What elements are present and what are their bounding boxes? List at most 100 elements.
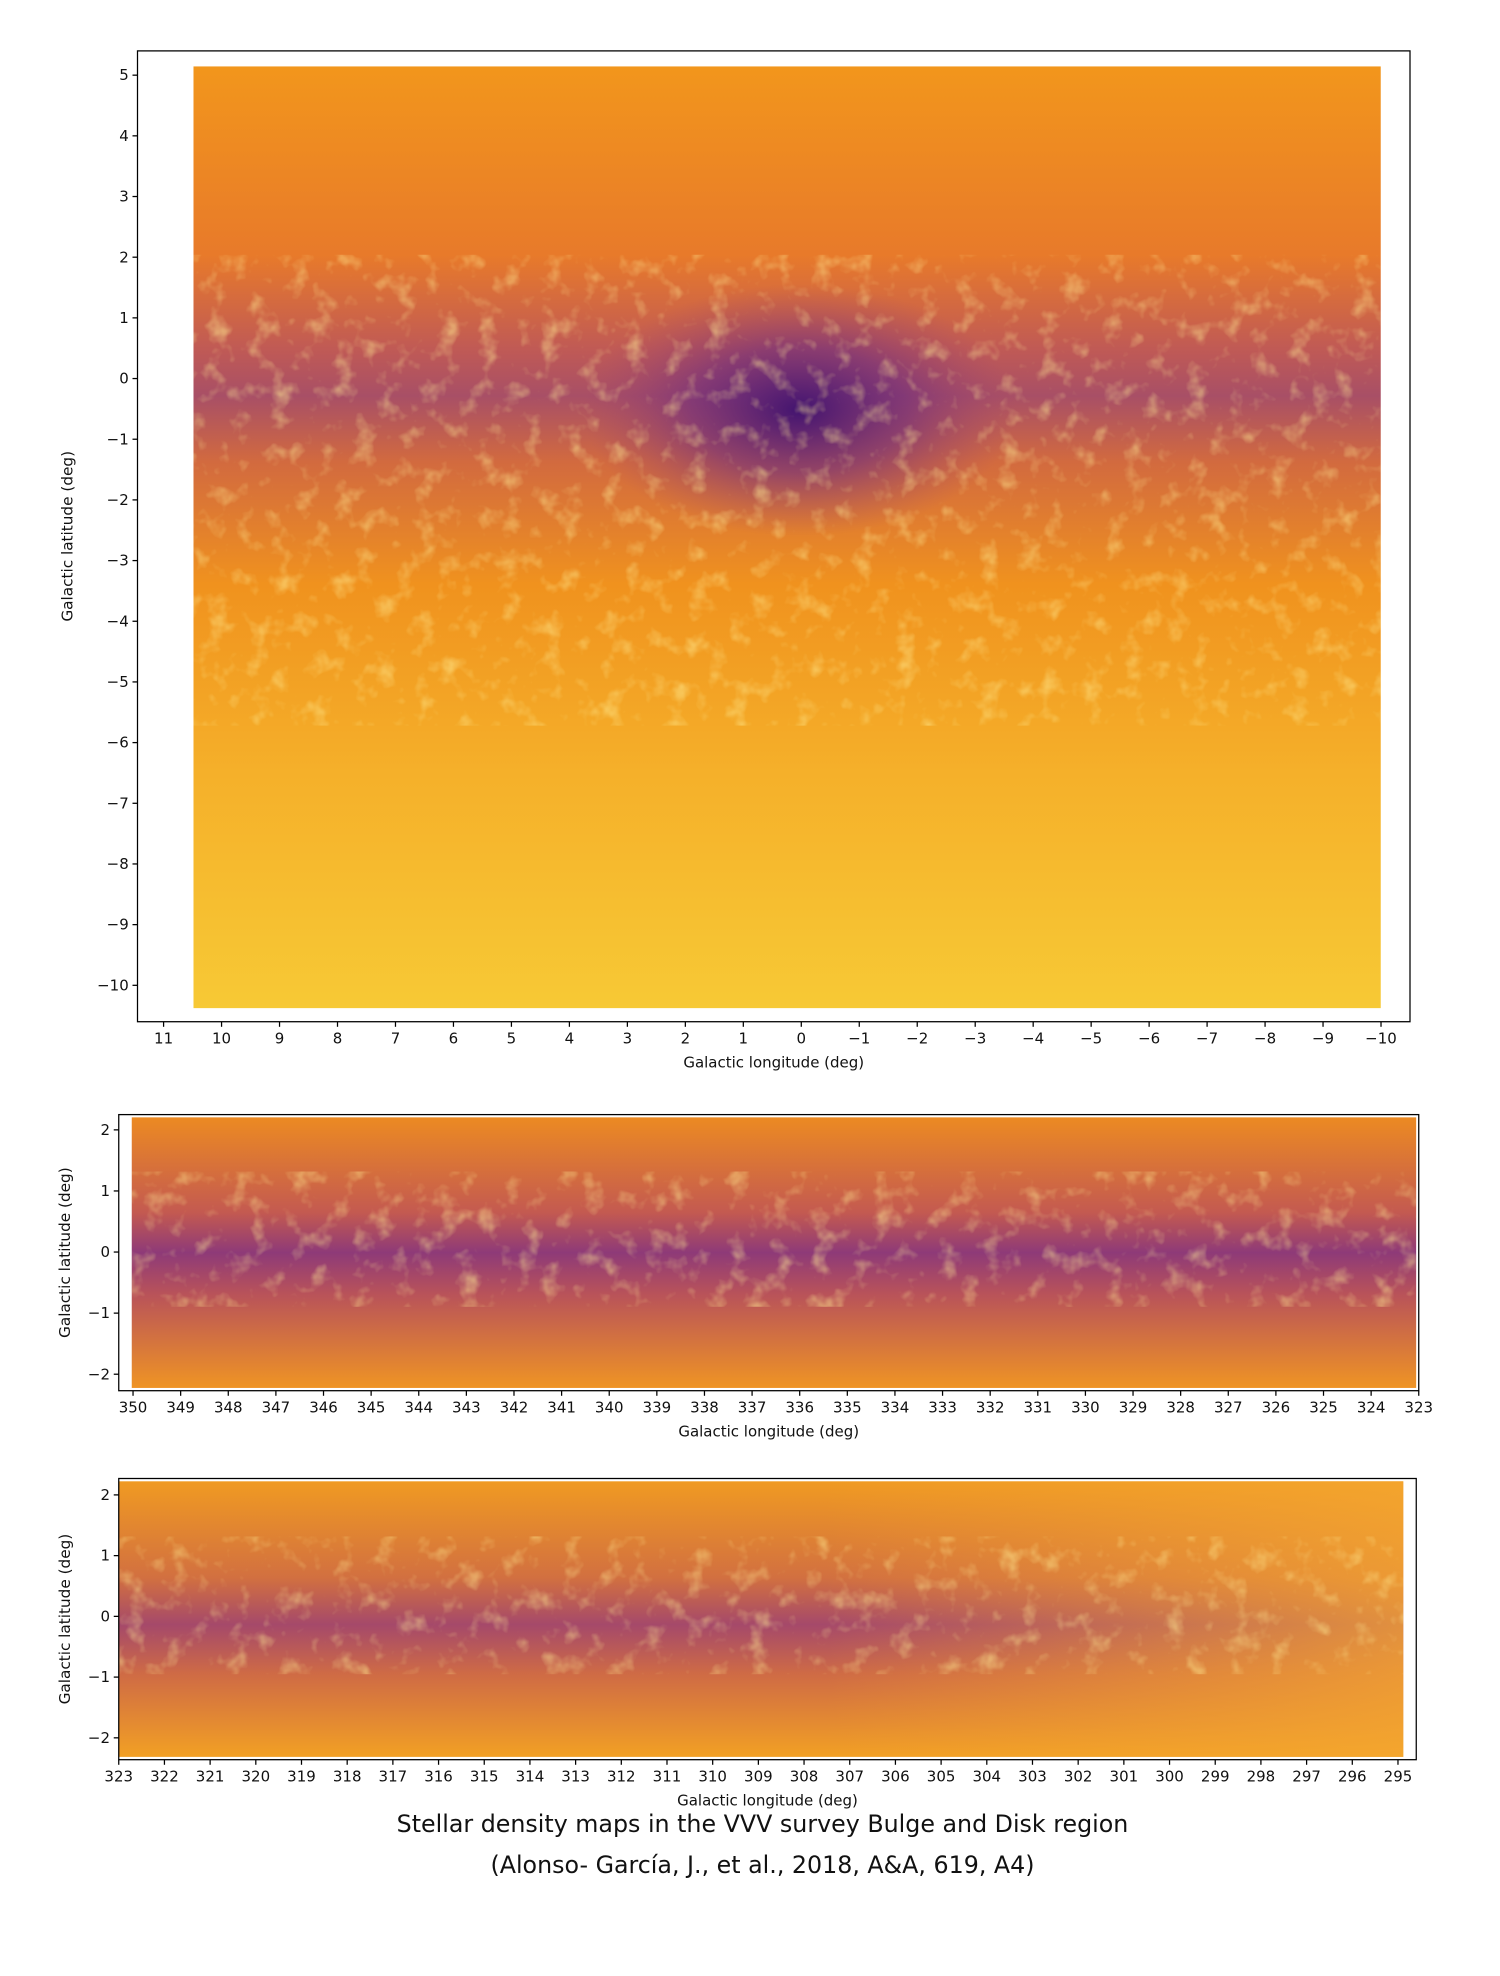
x-axis-label: Galactic longitude (deg)	[678, 1422, 859, 1440]
y-axis-label: Galactic latitude (deg)	[56, 1167, 74, 1338]
y-tick-label: −1	[88, 1668, 110, 1686]
x-tick-label: 1	[739, 1029, 749, 1047]
y-tick-label: 1	[119, 309, 129, 327]
x-tick-label: 335	[833, 1398, 862, 1416]
x-tick-label: 316	[424, 1767, 453, 1785]
y-tick-label: 4	[119, 127, 129, 145]
x-tick-label: 347	[262, 1398, 291, 1416]
y-tick-label: 2	[100, 1121, 110, 1139]
y-tick-label: 1	[100, 1182, 110, 1200]
x-tick-label: 323	[1404, 1398, 1433, 1416]
x-tick-label: 2	[681, 1029, 691, 1047]
x-tick-label: 322	[150, 1767, 179, 1785]
y-tick-label: −1	[107, 430, 129, 448]
x-tick-label: 333	[928, 1398, 957, 1416]
x-tick-label: 313	[561, 1767, 590, 1785]
x-tick-label: 319	[287, 1767, 316, 1785]
y-tick-label: 5	[119, 66, 129, 84]
x-tick-label: 328	[1166, 1398, 1195, 1416]
caption-line: (Alonso- García, J., et al., 2018, A&A, …	[490, 1851, 1034, 1879]
x-axis-label: Galactic longitude (deg)	[677, 1791, 858, 1809]
y-tick-label: −9	[107, 916, 129, 934]
x-tick-label: 8	[333, 1029, 343, 1047]
x-tick-label: 330	[1071, 1398, 1100, 1416]
x-tick-label: −4	[1022, 1029, 1044, 1047]
x-tick-label: −5	[1080, 1029, 1102, 1047]
density-texture	[193, 254, 1381, 726]
x-tick-label: 302	[1064, 1767, 1093, 1785]
x-tick-label: 6	[449, 1029, 459, 1047]
x-tick-label: 3	[623, 1029, 633, 1047]
x-tick-label: 324	[1357, 1398, 1386, 1416]
x-tick-label: 327	[1214, 1398, 1243, 1416]
y-tick-label: −10	[97, 976, 129, 994]
x-tick-label: 312	[607, 1767, 636, 1785]
y-tick-label: −1	[88, 1304, 110, 1322]
x-tick-label: 338	[690, 1398, 719, 1416]
x-tick-label: 10	[212, 1029, 231, 1047]
x-tick-label: 326	[1262, 1398, 1291, 1416]
x-tick-label: 349	[166, 1398, 195, 1416]
x-tick-label: 343	[452, 1398, 481, 1416]
x-tick-label: 320	[242, 1767, 271, 1785]
x-tick-label: 4	[565, 1029, 575, 1047]
y-tick-label: −5	[107, 673, 129, 691]
x-tick-label: 9	[275, 1029, 285, 1047]
x-tick-label: 295	[1384, 1767, 1413, 1785]
x-tick-label: 344	[404, 1398, 433, 1416]
y-tick-label: −3	[107, 552, 129, 570]
x-tick-label: −2	[906, 1029, 928, 1047]
y-tick-label: −2	[88, 1729, 110, 1747]
x-tick-label: 297	[1292, 1767, 1321, 1785]
x-tick-label: 5	[507, 1029, 517, 1047]
x-tick-label: 7	[391, 1029, 401, 1047]
x-tick-label: −8	[1254, 1029, 1276, 1047]
x-tick-label: 311	[653, 1767, 682, 1785]
x-tick-label: 309	[744, 1767, 773, 1785]
x-tick-label: 331	[1023, 1398, 1052, 1416]
y-tick-label: 3	[119, 187, 129, 205]
x-tick-label: −6	[1138, 1029, 1160, 1047]
x-tick-label: −10	[1365, 1029, 1397, 1047]
x-tick-label: −1	[848, 1029, 870, 1047]
x-tick-label: 339	[643, 1398, 672, 1416]
y-tick-label: 1	[100, 1547, 110, 1565]
density-texture	[131, 1171, 1417, 1307]
y-tick-label: −2	[88, 1365, 110, 1383]
x-tick-label: −3	[964, 1029, 986, 1047]
x-tick-label: 308	[790, 1767, 819, 1785]
x-tick-label: 306	[881, 1767, 910, 1785]
x-tick-label: 337	[738, 1398, 767, 1416]
y-tick-label: 0	[100, 1607, 110, 1625]
y-tick-label: 0	[100, 1243, 110, 1261]
x-tick-label: 329	[1119, 1398, 1148, 1416]
y-tick-label: −6	[107, 734, 129, 752]
x-tick-label: 310	[698, 1767, 727, 1785]
x-tick-label: −7	[1196, 1029, 1218, 1047]
y-tick-label: 0	[119, 370, 129, 388]
y-axis-label: Galactic latitude (deg)	[56, 1534, 74, 1705]
x-tick-label: 299	[1201, 1767, 1230, 1785]
x-tick-label: 317	[379, 1767, 408, 1785]
x-tick-label: 304	[972, 1767, 1001, 1785]
y-tick-label: −2	[107, 491, 129, 509]
y-tick-label: −4	[107, 612, 129, 630]
x-tick-label: 350	[119, 1398, 148, 1416]
x-tick-label: 321	[196, 1767, 225, 1785]
x-tick-label: 345	[357, 1398, 386, 1416]
x-tick-label: 342	[500, 1398, 529, 1416]
x-tick-label: 323	[104, 1767, 133, 1785]
x-tick-label: 303	[1018, 1767, 1047, 1785]
x-tick-label: 340	[595, 1398, 624, 1416]
x-tick-label: 334	[881, 1398, 910, 1416]
x-tick-label: −9	[1312, 1029, 1334, 1047]
y-tick-label: 2	[100, 1486, 110, 1504]
x-tick-label: 0	[797, 1029, 807, 1047]
x-tick-label: 307	[835, 1767, 864, 1785]
x-tick-label: 298	[1247, 1767, 1276, 1785]
caption-line: Stellar density maps in the VVV survey B…	[397, 1810, 1129, 1838]
x-tick-label: 325	[1309, 1398, 1338, 1416]
y-tick-label: −7	[107, 794, 129, 812]
